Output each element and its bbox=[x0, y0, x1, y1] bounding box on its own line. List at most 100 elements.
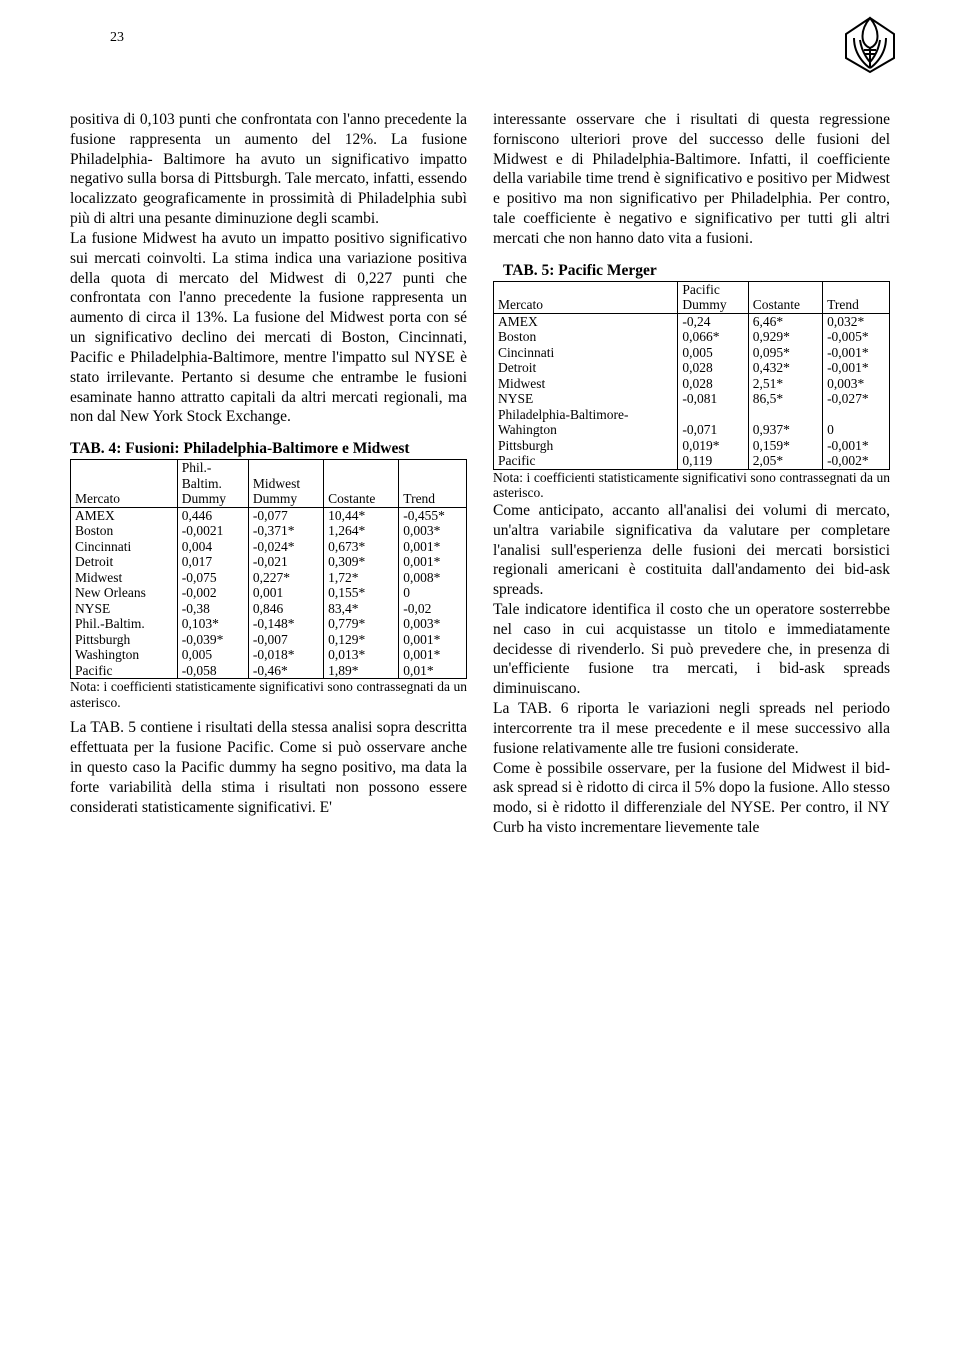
table-cell: Cincinnati bbox=[71, 539, 178, 555]
table-row: Wahington-0,0710,937*0 bbox=[494, 422, 890, 438]
table-cell: -0,077 bbox=[248, 507, 323, 523]
table-cell: 2,51* bbox=[748, 376, 822, 392]
table-cell: 0,095* bbox=[748, 345, 822, 361]
tab4-h-mw: Midwest bbox=[248, 476, 323, 492]
table-cell: 0 bbox=[399, 585, 467, 601]
table-cell: 0,937* bbox=[748, 422, 822, 438]
table-5: Pacific Mercato Dummy Costante Trend AME… bbox=[493, 281, 890, 470]
right-para-4: La TAB. 6 riporta le variazioni negli sp… bbox=[493, 699, 890, 758]
logo-icon bbox=[840, 14, 900, 79]
table-cell: 0,309* bbox=[324, 554, 399, 570]
left-para-2: La fusione Midwest ha avuto un impatto p… bbox=[70, 229, 467, 427]
table-cell: -0,024* bbox=[248, 539, 323, 555]
table-cell: Midwest bbox=[494, 376, 678, 392]
table-cell: 10,44* bbox=[324, 507, 399, 523]
table-cell: 0,129* bbox=[324, 632, 399, 648]
table-cell: 0,013* bbox=[324, 647, 399, 663]
table-cell: Pittsburgh bbox=[494, 438, 678, 454]
table-cell: 1,72* bbox=[324, 570, 399, 586]
table-row: Washington0,005-0,018*0,013*0,001* bbox=[71, 647, 467, 663]
right-para-1: interessante osservare che i risultati d… bbox=[493, 110, 890, 249]
table-cell: -0,071 bbox=[678, 422, 748, 438]
table-cell: -0,075 bbox=[177, 570, 248, 586]
table-cell: Philadelphia-Baltimore- bbox=[494, 407, 678, 423]
table-cell: 0,017 bbox=[177, 554, 248, 570]
table-cell: NYSE bbox=[494, 391, 678, 407]
table-cell: 0,103* bbox=[177, 616, 248, 632]
table-row: Midwest-0,0750,227*1,72*0,008* bbox=[71, 570, 467, 586]
table-cell: 0 bbox=[823, 422, 890, 438]
table-cell: Cincinnati bbox=[494, 345, 678, 361]
table-cell: 0,008* bbox=[399, 570, 467, 586]
table-cell: 0,001 bbox=[248, 585, 323, 601]
table-cell: 2,05* bbox=[748, 453, 822, 469]
table-cell: AMEX bbox=[494, 313, 678, 329]
table-row: Boston-0,0021-0,371*1,264*0,003* bbox=[71, 523, 467, 539]
table-cell: 0,001* bbox=[399, 632, 467, 648]
page-number: 23 bbox=[110, 30, 124, 46]
table-row: New Orleans-0,0020,0010,155*0 bbox=[71, 585, 467, 601]
tab5-h-cost: Costante bbox=[748, 297, 822, 313]
right-para-2: Come anticipato, accanto all'analisi dei… bbox=[493, 501, 890, 600]
table-cell: -0,081 bbox=[678, 391, 748, 407]
table-cell: 0,227* bbox=[248, 570, 323, 586]
tab4-h-trend: Trend bbox=[399, 491, 467, 507]
table-cell: 1,89* bbox=[324, 663, 399, 679]
table-cell: -0,027* bbox=[823, 391, 890, 407]
table-row: Phil.-Baltim.0,103*-0,148*0,779*0,003* bbox=[71, 616, 467, 632]
table-cell bbox=[748, 407, 822, 423]
table-row: Pittsburgh0,019*0,159*-0,001* bbox=[494, 438, 890, 454]
table-cell: -0,24 bbox=[678, 313, 748, 329]
tab5-note: Nota: i coefficienti statisticamente sig… bbox=[493, 470, 890, 501]
table-cell: 0,028 bbox=[678, 376, 748, 392]
table-cell: -0,002 bbox=[177, 585, 248, 601]
tab4-h-dummy2: Dummy bbox=[248, 491, 323, 507]
table-cell: Phil.-Baltim. bbox=[71, 616, 178, 632]
table-cell: 0,846 bbox=[248, 601, 323, 617]
table-cell: 0,929* bbox=[748, 329, 822, 345]
table-row: Detroit0,0280,432*-0,001* bbox=[494, 360, 890, 376]
table-cell: AMEX bbox=[71, 507, 178, 523]
table-cell: 0,01* bbox=[399, 663, 467, 679]
left-column: positiva di 0,103 punti che confrontata … bbox=[70, 110, 467, 838]
left-para-1: positiva di 0,103 punti che confrontata … bbox=[70, 110, 467, 229]
table-cell: Pacific bbox=[71, 663, 178, 679]
table-cell: 0,779* bbox=[324, 616, 399, 632]
table-cell: -0,021 bbox=[248, 554, 323, 570]
table-row: NYSE-0,08186,5*-0,027* bbox=[494, 391, 890, 407]
tab5-title: TAB. 5: Pacific Merger bbox=[503, 261, 890, 281]
tab4-h-pb2: Baltim. bbox=[177, 476, 248, 492]
table-cell: Wahington bbox=[494, 422, 678, 438]
table-cell: 0,001* bbox=[399, 539, 467, 555]
table-cell: -0,001* bbox=[823, 360, 890, 376]
tab5-h-dummy: Dummy bbox=[678, 297, 748, 313]
table-row: Pacific-0,058-0,46*1,89*0,01* bbox=[71, 663, 467, 679]
table-cell: 0,066* bbox=[678, 329, 748, 345]
table-row: AMEX-0,246,46*0,032* bbox=[494, 313, 890, 329]
table-cell: -0,007 bbox=[248, 632, 323, 648]
table-4: Phil.- Baltim. Midwest Mercato Dummy Dum… bbox=[70, 459, 467, 679]
table-cell: 0,004 bbox=[177, 539, 248, 555]
table-cell: 1,264* bbox=[324, 523, 399, 539]
table-row: Pittsburgh-0,039*-0,0070,129*0,001* bbox=[71, 632, 467, 648]
tab5-h-trend: Trend bbox=[823, 297, 890, 313]
table-row: Pacific0,1192,05*-0,002* bbox=[494, 453, 890, 469]
table-cell: 0,155* bbox=[324, 585, 399, 601]
table-cell: -0,001* bbox=[823, 438, 890, 454]
table-cell: -0,0021 bbox=[177, 523, 248, 539]
table-cell: 6,46* bbox=[748, 313, 822, 329]
table-row: Philadelphia-Baltimore- bbox=[494, 407, 890, 423]
table-cell: -0,001* bbox=[823, 345, 890, 361]
table-row: Cincinnati0,0050,095*-0,001* bbox=[494, 345, 890, 361]
table-row: NYSE-0,380,84683,4*-0,02 bbox=[71, 601, 467, 617]
tab4-h-pb1: Phil.- bbox=[177, 460, 248, 476]
table-cell: Midwest bbox=[71, 570, 178, 586]
table-cell: Washington bbox=[71, 647, 178, 663]
table-cell: 0,003* bbox=[399, 523, 467, 539]
tab5-h-pac: Pacific bbox=[678, 281, 748, 297]
table-cell: New Orleans bbox=[71, 585, 178, 601]
table-row: Cincinnati0,004-0,024*0,673*0,001* bbox=[71, 539, 467, 555]
table-cell: 0,001* bbox=[399, 647, 467, 663]
table-row: AMEX0,446-0,07710,44*-0,455* bbox=[71, 507, 467, 523]
table-cell: 0,003* bbox=[823, 376, 890, 392]
